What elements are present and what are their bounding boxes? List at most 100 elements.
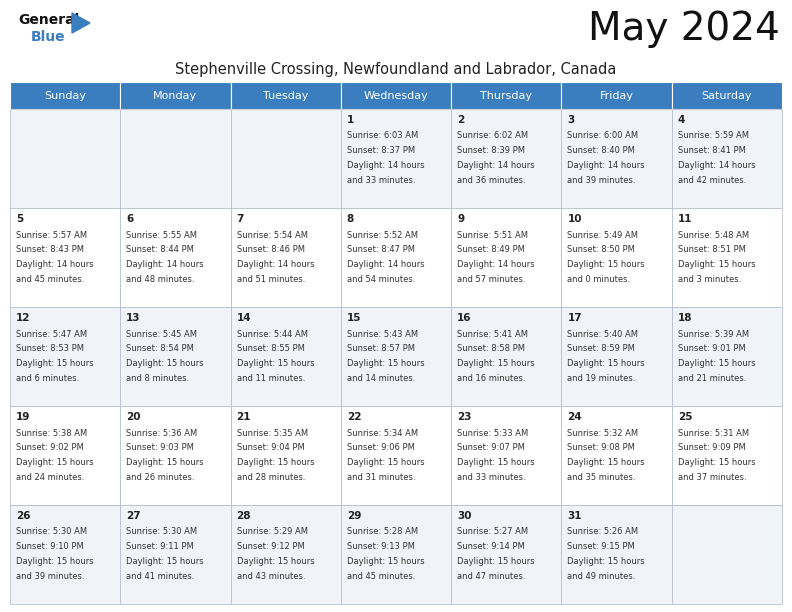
- Polygon shape: [72, 13, 90, 33]
- Text: Sunset: 8:58 PM: Sunset: 8:58 PM: [457, 345, 525, 353]
- Bar: [562, 109, 672, 208]
- Text: Daylight: 14 hours: Daylight: 14 hours: [126, 260, 204, 269]
- Text: 5: 5: [16, 214, 23, 224]
- Text: Daylight: 15 hours: Daylight: 15 hours: [567, 359, 645, 368]
- Text: Sunrise: 5:40 AM: Sunrise: 5:40 AM: [567, 329, 638, 338]
- Bar: [562, 406, 672, 505]
- Text: Sunrise: 5:45 AM: Sunrise: 5:45 AM: [126, 329, 197, 338]
- Text: 2: 2: [457, 115, 464, 125]
- Bar: [10, 82, 120, 109]
- Text: Sunset: 9:03 PM: Sunset: 9:03 PM: [126, 443, 194, 452]
- Text: Sunrise: 5:39 AM: Sunrise: 5:39 AM: [678, 329, 749, 338]
- Text: Daylight: 15 hours: Daylight: 15 hours: [347, 458, 425, 467]
- Text: 23: 23: [457, 412, 472, 422]
- Text: Sunrise: 5:30 AM: Sunrise: 5:30 AM: [126, 528, 197, 537]
- Text: 18: 18: [678, 313, 692, 323]
- Bar: [672, 208, 782, 307]
- Text: and 36 minutes.: and 36 minutes.: [457, 176, 526, 185]
- Text: and 49 minutes.: and 49 minutes.: [567, 572, 636, 581]
- Text: and 54 minutes.: and 54 minutes.: [347, 275, 415, 284]
- Bar: [562, 208, 672, 307]
- Text: Thursday: Thursday: [480, 91, 532, 100]
- Bar: [230, 505, 341, 604]
- Bar: [451, 406, 562, 505]
- Text: 29: 29: [347, 511, 361, 521]
- Text: and 45 minutes.: and 45 minutes.: [347, 572, 415, 581]
- Text: Sunrise: 5:44 AM: Sunrise: 5:44 AM: [237, 329, 307, 338]
- Text: Daylight: 15 hours: Daylight: 15 hours: [237, 557, 314, 566]
- Text: Sunrise: 5:57 AM: Sunrise: 5:57 AM: [16, 231, 87, 239]
- Text: Saturday: Saturday: [702, 91, 752, 100]
- Text: Sunrise: 5:55 AM: Sunrise: 5:55 AM: [126, 231, 197, 239]
- Text: and 51 minutes.: and 51 minutes.: [237, 275, 305, 284]
- Text: Sunset: 8:49 PM: Sunset: 8:49 PM: [457, 245, 525, 255]
- Text: Daylight: 15 hours: Daylight: 15 hours: [457, 359, 535, 368]
- Text: and 47 minutes.: and 47 minutes.: [457, 572, 526, 581]
- Text: and 45 minutes.: and 45 minutes.: [16, 275, 85, 284]
- Text: Sunset: 9:02 PM: Sunset: 9:02 PM: [16, 443, 84, 452]
- Text: Sunset: 9:14 PM: Sunset: 9:14 PM: [457, 542, 525, 551]
- Text: Sunrise: 5:48 AM: Sunrise: 5:48 AM: [678, 231, 749, 239]
- Text: Daylight: 15 hours: Daylight: 15 hours: [237, 458, 314, 467]
- Text: Daylight: 15 hours: Daylight: 15 hours: [126, 359, 204, 368]
- Text: 19: 19: [16, 412, 30, 422]
- Text: 17: 17: [567, 313, 582, 323]
- Text: and 0 minutes.: and 0 minutes.: [567, 275, 630, 284]
- Text: 11: 11: [678, 214, 692, 224]
- Text: and 48 minutes.: and 48 minutes.: [126, 275, 195, 284]
- Text: 22: 22: [347, 412, 361, 422]
- Text: Daylight: 15 hours: Daylight: 15 hours: [567, 557, 645, 566]
- Text: and 57 minutes.: and 57 minutes.: [457, 275, 526, 284]
- Text: and 26 minutes.: and 26 minutes.: [126, 473, 195, 482]
- Text: and 8 minutes.: and 8 minutes.: [126, 374, 189, 383]
- Text: Sunrise: 5:38 AM: Sunrise: 5:38 AM: [16, 428, 87, 438]
- Bar: [230, 109, 341, 208]
- Bar: [10, 505, 120, 604]
- Text: Sunrise: 5:27 AM: Sunrise: 5:27 AM: [457, 528, 528, 537]
- Text: Sunset: 9:09 PM: Sunset: 9:09 PM: [678, 443, 745, 452]
- Text: Sunset: 8:50 PM: Sunset: 8:50 PM: [567, 245, 635, 255]
- Text: 20: 20: [126, 412, 141, 422]
- Bar: [451, 82, 562, 109]
- Text: and 39 minutes.: and 39 minutes.: [567, 176, 636, 185]
- Text: and 19 minutes.: and 19 minutes.: [567, 374, 636, 383]
- Text: Daylight: 15 hours: Daylight: 15 hours: [347, 359, 425, 368]
- Text: Sunset: 9:11 PM: Sunset: 9:11 PM: [126, 542, 194, 551]
- Bar: [120, 307, 230, 406]
- Bar: [341, 505, 451, 604]
- Text: Daylight: 15 hours: Daylight: 15 hours: [678, 359, 756, 368]
- Text: Daylight: 14 hours: Daylight: 14 hours: [347, 161, 425, 170]
- Text: 8: 8: [347, 214, 354, 224]
- Text: and 28 minutes.: and 28 minutes.: [237, 473, 305, 482]
- Bar: [451, 109, 562, 208]
- Text: 6: 6: [126, 214, 134, 224]
- Text: Daylight: 14 hours: Daylight: 14 hours: [237, 260, 314, 269]
- Text: 14: 14: [237, 313, 251, 323]
- Bar: [451, 307, 562, 406]
- Text: 3: 3: [567, 115, 575, 125]
- Text: Daylight: 15 hours: Daylight: 15 hours: [457, 458, 535, 467]
- Text: Sunset: 9:15 PM: Sunset: 9:15 PM: [567, 542, 635, 551]
- Text: Tuesday: Tuesday: [263, 91, 308, 100]
- Text: Sunrise: 6:03 AM: Sunrise: 6:03 AM: [347, 132, 418, 141]
- Text: Daylight: 15 hours: Daylight: 15 hours: [237, 359, 314, 368]
- Text: Sunrise: 5:54 AM: Sunrise: 5:54 AM: [237, 231, 307, 239]
- Bar: [10, 109, 120, 208]
- Text: Sunset: 8:39 PM: Sunset: 8:39 PM: [457, 146, 525, 155]
- Bar: [341, 406, 451, 505]
- Text: 1: 1: [347, 115, 354, 125]
- Text: Sunset: 9:13 PM: Sunset: 9:13 PM: [347, 542, 415, 551]
- Text: Daylight: 15 hours: Daylight: 15 hours: [126, 557, 204, 566]
- Bar: [120, 109, 230, 208]
- Text: 12: 12: [16, 313, 31, 323]
- Bar: [120, 505, 230, 604]
- Text: Friday: Friday: [600, 91, 634, 100]
- Text: 9: 9: [457, 214, 464, 224]
- Text: Sunrise: 5:41 AM: Sunrise: 5:41 AM: [457, 329, 528, 338]
- Text: and 35 minutes.: and 35 minutes.: [567, 473, 636, 482]
- Text: Sunset: 8:53 PM: Sunset: 8:53 PM: [16, 345, 84, 353]
- Text: Daylight: 15 hours: Daylight: 15 hours: [16, 359, 93, 368]
- Text: and 43 minutes.: and 43 minutes.: [237, 572, 305, 581]
- Text: 27: 27: [126, 511, 141, 521]
- Text: 25: 25: [678, 412, 692, 422]
